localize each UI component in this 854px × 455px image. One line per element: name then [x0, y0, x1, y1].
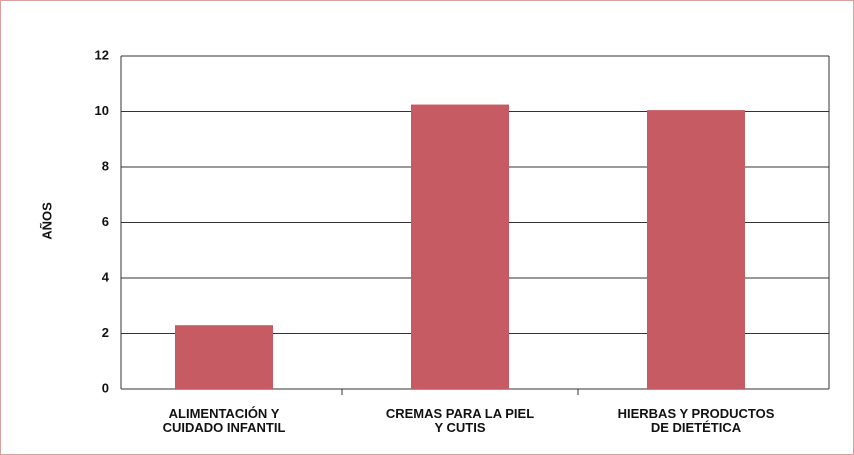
bar — [411, 104, 509, 389]
y-tick-label: 0 — [102, 380, 109, 395]
y-tick-label: 6 — [102, 214, 109, 229]
y-tick-label: 2 — [102, 325, 109, 340]
y-tick-label: 12 — [95, 47, 109, 62]
y-tick-label: 4 — [102, 269, 110, 284]
x-tick-label: HIERBAS Y PRODUCTOS DE DIETÉTICA — [617, 406, 775, 435]
x-tick-label: CREMAS PARA LA PIEL Y CUTIS — [385, 406, 535, 435]
y-tick-label: 10 — [95, 103, 109, 118]
x-tick-label: ALIMENTACIÓN Y CUIDADO INFANTIL — [162, 406, 286, 435]
y-tick-label: 8 — [102, 158, 109, 173]
bar — [647, 110, 745, 390]
y-axis-label: AÑOS — [39, 202, 54, 240]
bar — [175, 325, 273, 389]
